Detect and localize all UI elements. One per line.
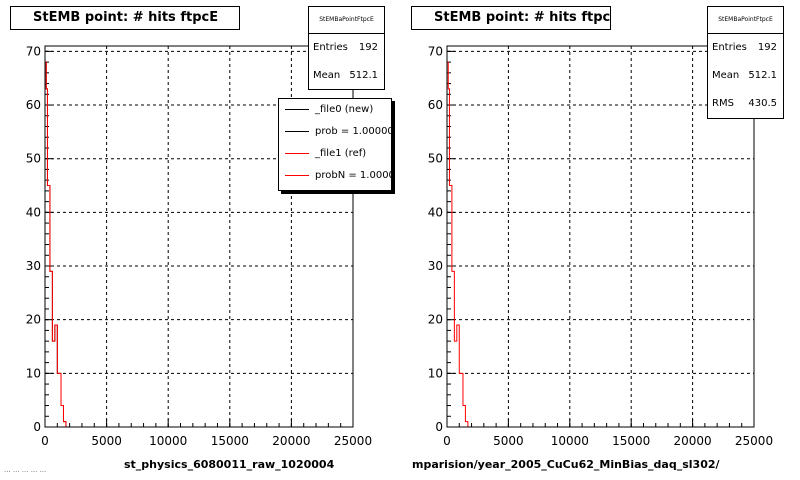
legend-entry: _file1 (ref) [279,143,391,165]
right-histogram-title: StEMB point: # hits ftpcE [411,6,611,30]
x-tick-label: 20000 [272,434,310,448]
y-tick-label: 30 [428,259,443,273]
stats-key: Mean [712,70,740,81]
right-x-axis-title: mparision/year_2005_CuCu62_MinBias_daq_s… [412,458,720,471]
legend-label: prob = 1.000000 [315,126,392,137]
x-tick-label: 10000 [149,434,187,448]
right-histogram-series [446,61,754,428]
y-tick-label: 10 [26,366,41,380]
stats-row-entries: Entries 192 [708,34,783,62]
left-histogram-series [44,61,353,428]
stats-value: 512.1 [349,70,378,81]
y-tick-label: 60 [428,98,443,112]
y-tick-label: 70 [26,44,41,58]
y-tick-label: 40 [428,205,443,219]
legend-entry: prob = 1.000000 [279,121,391,143]
x-tick-label: 25000 [735,434,773,448]
y-tick-label: 50 [26,152,41,166]
legend-label: _file1 (ref) [315,148,367,159]
legend-swatch [285,109,309,110]
y-tick-label: 20 [428,313,443,327]
x-tick-label: 15000 [612,434,650,448]
stats-key: Entries [313,42,348,53]
stats-value: 512.1 [748,70,777,81]
stats-key: RMS [712,98,734,109]
stats-row-entries: Entries 192 [309,34,384,62]
corner-note: ... ... ... ... ... [4,466,47,474]
y-tick-label: 60 [26,98,41,112]
x-tick-label: 10000 [551,434,589,448]
right-plot-area [447,46,754,427]
y-tick-label: 20 [26,313,41,327]
x-tick-label: 20000 [674,434,712,448]
x-tick-label: 0 [41,434,49,448]
left-x-axis-title: st_physics_6080011_raw_1020004 [124,458,335,471]
y-tick-label: 0 [33,420,41,434]
x-tick-label: 0 [443,434,451,448]
legend-entry: _file0 (new) [279,99,391,121]
stats-row-mean: Mean 512.1 [309,62,384,90]
y-tick-label: 0 [435,420,443,434]
x-tick-label: 5000 [493,434,524,448]
y-tick-label: 10 [428,366,443,380]
stats-row-mean: Mean 512.1 [708,62,783,90]
stats-header: StEMBaPointFtpcE [309,7,384,34]
legend-label: _file0 (new) [315,104,374,115]
stats-value: 192 [757,42,777,53]
y-tick-label: 50 [428,152,443,166]
x-tick-label: 15000 [211,434,249,448]
left-plot-frame [44,45,354,428]
y-tick-label: 30 [26,259,41,273]
stats-key: Entries [712,42,747,53]
right-stats-box: StEMBaPointFtpcE Entries 192 Mean 512.1 … [707,6,784,119]
left-stats-box: StEMBaPointFtpcE Entries 192 Mean 512.1 [308,6,385,90]
stats-value: 192 [358,42,378,53]
legend-swatch [285,175,309,176]
stats-value: 430.5 [748,98,777,109]
left-legend: _file0 (new) prob = 1.000000 _file1 (ref… [278,98,392,191]
legend-entry: probN = 1.000000 [279,165,391,187]
stats-row-rms: RMS 430.5 [708,90,783,118]
stats-header: StEMBaPointFtpcE [708,7,783,34]
stats-key: Mean [313,70,341,81]
y-tick-label: 40 [26,205,41,219]
right-plot-frame [446,45,755,428]
legend-swatch [285,131,309,132]
y-tick-label: 70 [428,44,443,58]
x-tick-label: 25000 [334,434,372,448]
x-tick-label: 5000 [91,434,122,448]
legend-swatch [285,153,309,154]
left-histogram-title: StEMB point: # hits ftpcE [10,6,240,30]
legend-label: probN = 1.000000 [315,170,391,181]
